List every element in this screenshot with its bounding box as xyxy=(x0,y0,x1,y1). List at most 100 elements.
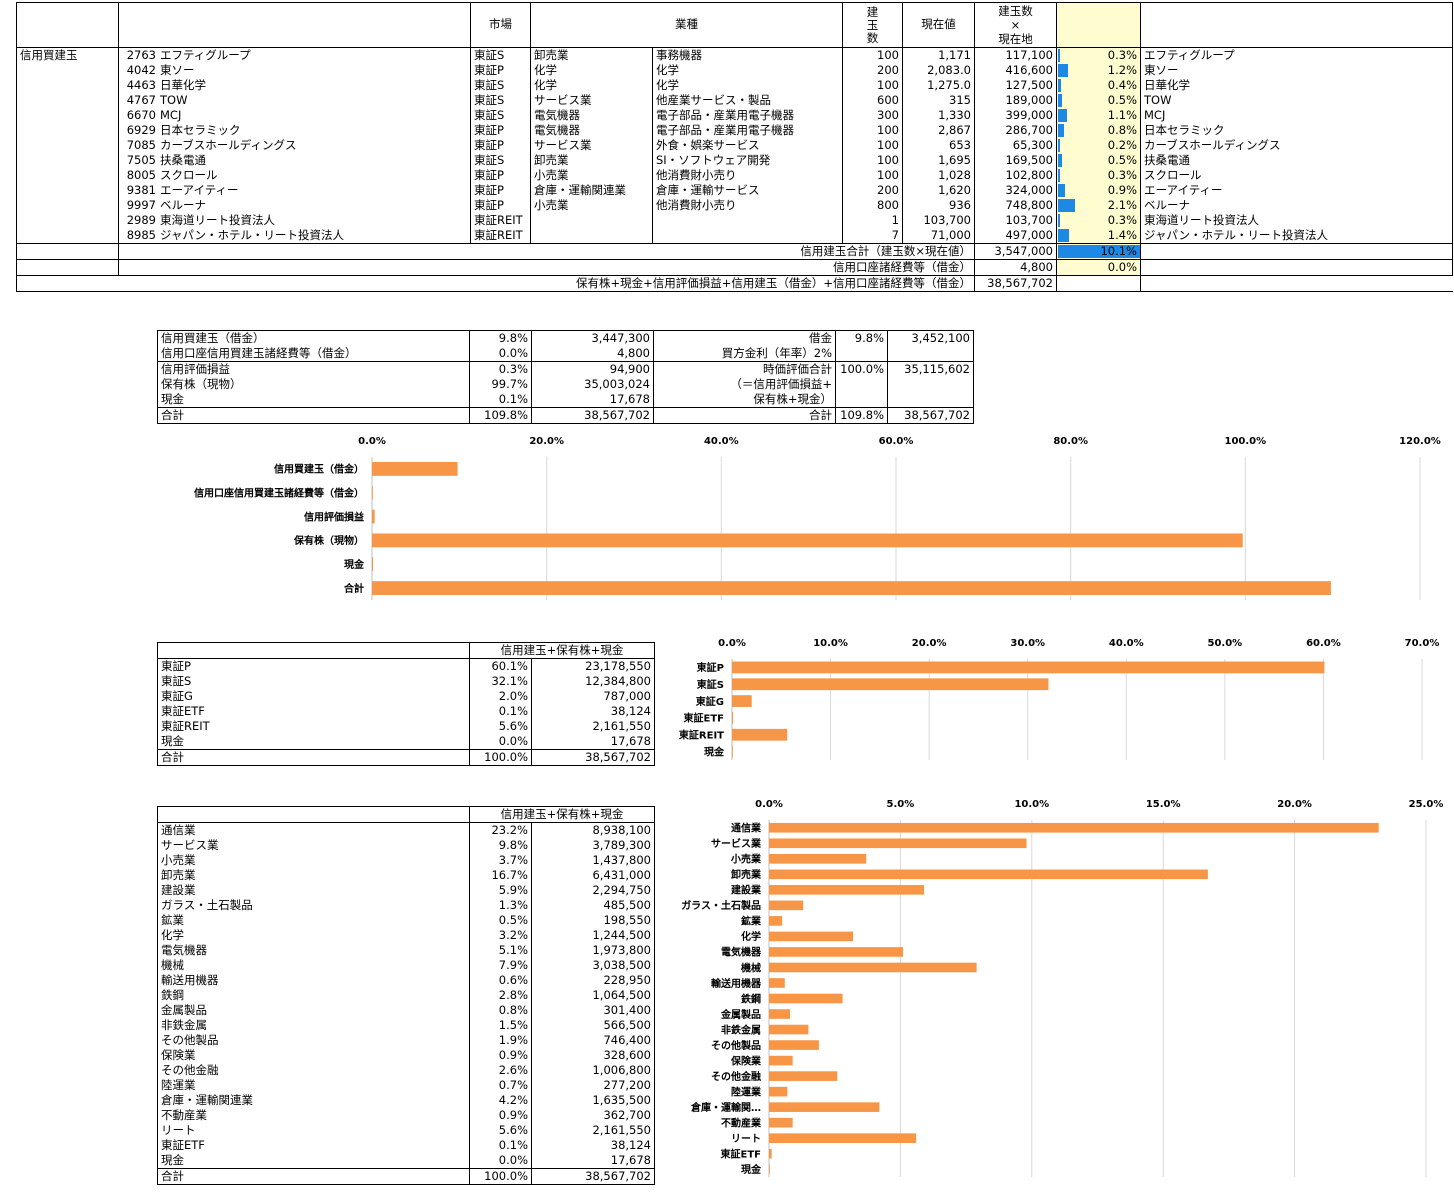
total-value: 3,547,000 xyxy=(974,243,1057,260)
row-label: 東証G xyxy=(157,689,470,704)
row-pct: 0.0% xyxy=(469,1153,532,1169)
qty-cell: 100 xyxy=(842,123,903,138)
row-label: 輸送用機器 xyxy=(157,973,470,988)
stock-cell: 2763 エフティグループ xyxy=(118,47,471,63)
row-value: 228,950 xyxy=(531,973,655,988)
x-tick-label: 100.0% xyxy=(1225,436,1267,447)
qty-cell: 300 xyxy=(842,108,903,123)
row-value: 1,006,800 xyxy=(531,1063,655,1078)
value-cell: 103,700 xyxy=(974,213,1057,228)
row-pct: 0.0% xyxy=(469,734,532,750)
table-row: 卸売業 16.7% 6,431,000 xyxy=(157,868,655,883)
sub-industry-cell: 他消費財小売り xyxy=(656,198,737,212)
holding-row: 2989 東海道リート投資法人 東証REIT 1 103,700 103,700 0.3% 東… xyxy=(16,213,1453,228)
row-label: 陸運業 xyxy=(157,1078,470,1093)
stock-code: 6929 xyxy=(126,123,156,137)
stock-code: 2763 xyxy=(126,48,156,62)
stock-code: 4767 xyxy=(126,93,156,107)
stock-name-copy: スクロール xyxy=(1140,168,1453,183)
value-cell: 748,800 xyxy=(974,198,1057,213)
row-label: 機械 xyxy=(157,958,470,973)
table-row: その他金融 2.6% 1,006,800 xyxy=(157,1063,655,1078)
qty-cell: 100 xyxy=(842,153,903,168)
table-row: 東証P 60.1% 23,178,550 xyxy=(157,658,655,674)
row-pct: 0.1% xyxy=(469,704,532,719)
x-tick-label: 0.0% xyxy=(718,638,746,649)
pct-databar xyxy=(1058,94,1063,107)
row-pct: 1.5% xyxy=(469,1018,532,1033)
x-tick-label: 60.0% xyxy=(879,436,914,447)
market-value-pct: 100.0% xyxy=(835,361,888,377)
x-tick-label: 120.0% xyxy=(1399,436,1441,447)
stock-name-copy: 日華化学 xyxy=(1140,78,1453,93)
summary-pct: 0.3% xyxy=(469,361,532,377)
price-cell: 1,275.0 xyxy=(902,78,975,93)
pct-label: 0.5% xyxy=(1107,93,1137,107)
summary-value: 17,678 xyxy=(531,392,654,408)
pct-label: 1.2% xyxy=(1107,63,1137,77)
row-value: 485,500 xyxy=(531,898,655,913)
row-value: 1,635,500 xyxy=(531,1093,655,1108)
stock-name: 日本セラミック xyxy=(160,123,241,137)
y-tick-label: 通信業 xyxy=(731,822,762,835)
x-tick-label: 5.0% xyxy=(887,799,915,810)
summary-label: 信用評価損益 xyxy=(157,361,470,377)
qty-cell: 1 xyxy=(842,213,903,228)
qty-cell: 100 xyxy=(842,47,903,63)
table-row: 電気機器 5.1% 1,973,800 xyxy=(157,943,655,958)
table-row: 東証REIT 5.6% 2,161,550 xyxy=(157,719,655,734)
qty-cell: 200 xyxy=(842,63,903,78)
y-tick-label: 保有株（現物） xyxy=(293,534,364,547)
fees-value: 4,800 xyxy=(974,259,1057,276)
row-label: 電気機器 xyxy=(157,943,470,958)
holding-row: 7505 扶桑電通 東証S 卸売業 SI・ソフトウェア開発 100 1,695 169,500… xyxy=(16,153,1453,168)
table-row: 東証ETF 0.1% 38,124 xyxy=(157,1138,655,1153)
market-cell: 東証S xyxy=(470,108,531,123)
bar xyxy=(769,1164,770,1175)
sub-industry-cell: SI・ソフトウェア開発 xyxy=(656,153,771,167)
row-value: 38,567,702 xyxy=(531,749,655,766)
row-value: 301,400 xyxy=(531,1003,655,1018)
row-pct: 100.0% xyxy=(469,1168,532,1185)
bar xyxy=(372,533,1243,548)
pct-label: 0.4% xyxy=(1107,78,1137,92)
row-pct: 0.8% xyxy=(469,1003,532,1018)
row-pct: 16.7% xyxy=(469,868,532,883)
bar xyxy=(769,1102,880,1112)
value-cell: 169,500 xyxy=(974,153,1057,168)
bar xyxy=(769,1009,791,1019)
summary-total-value: 38,567,702 xyxy=(887,407,974,424)
summary-value: 38,567,702 xyxy=(531,407,654,424)
bar xyxy=(769,1148,772,1159)
stock-cell: 4767 TOW xyxy=(118,93,471,108)
industry-cell: 化学 xyxy=(530,78,653,93)
stock-code: 4463 xyxy=(126,78,156,92)
bar xyxy=(732,661,1325,674)
y-tick-label: 化学 xyxy=(741,930,761,943)
stock-name-copy: カーブスホールディングス xyxy=(1140,138,1453,153)
sub-industry-cell: 事務機器 xyxy=(656,48,702,62)
bar xyxy=(769,838,1027,849)
pct-header xyxy=(1056,2,1141,48)
row-pct: 0.6% xyxy=(469,973,532,988)
sub-industry-cell: 化学 xyxy=(656,78,679,92)
y-tick-label: 建設業 xyxy=(730,884,762,897)
pct-cell: 0.9% xyxy=(1056,183,1141,198)
sub-industry-cell: 外食・娯楽サービス xyxy=(656,138,760,152)
bar xyxy=(732,678,1049,691)
y-tick-label: 鉱業 xyxy=(741,915,762,928)
stock-name-copy: 日本セラミック xyxy=(1140,123,1453,138)
stock-cell: 2989 東海道リート投資法人 xyxy=(118,213,471,228)
price-cell: 1,620 xyxy=(902,183,975,198)
row-value: 328,600 xyxy=(531,1048,655,1063)
summary-pct: 109.8% xyxy=(469,407,532,424)
y-tick-label: ガラス・土石製品 xyxy=(681,899,761,912)
table-row: 不動産業 0.9% 362,700 xyxy=(157,1108,655,1123)
row-value: 2,161,550 xyxy=(531,719,655,734)
table-row: リート 5.6% 2,161,550 xyxy=(157,1123,655,1138)
stock-code: 8005 xyxy=(126,168,156,182)
pct-databar xyxy=(1058,109,1067,122)
table-row: 合計 100.0% 38,567,702 xyxy=(157,1168,655,1185)
holdings-body: 信用買建玉 2763 エフティグループ 東証S 卸売業 事務機器 100 1,171 117,1… xyxy=(16,47,1453,244)
pct-databar xyxy=(1058,64,1068,77)
